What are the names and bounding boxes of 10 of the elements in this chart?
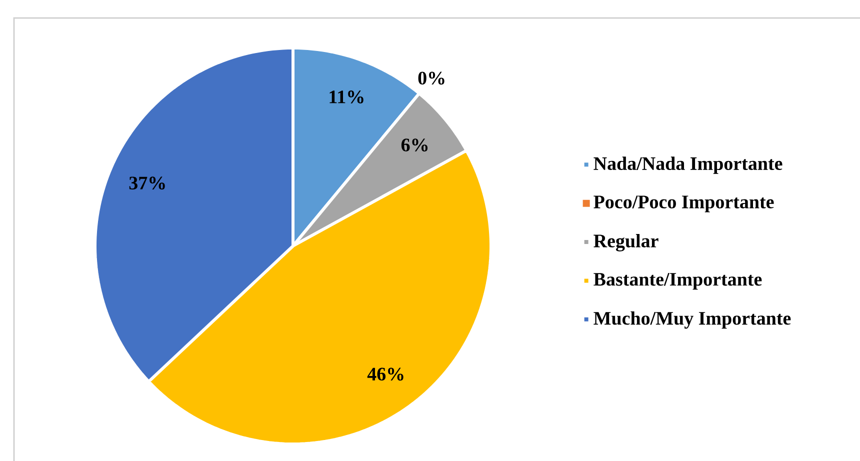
data-label: 46% [367,368,404,381]
legend-label: Regular [594,234,658,252]
text: 0% [418,72,444,85]
data-label: 6% [401,138,428,152]
legend-label: Bastante/Importante [594,273,762,290]
data-label: 37% [129,176,165,190]
legend-label: Mucho/Muy Importante [594,311,791,329]
legend-label: Poco/Poco Importante [594,196,774,212]
data-label: 11% [330,90,364,104]
legend-label: Nada/Nada Importante [594,156,782,174]
